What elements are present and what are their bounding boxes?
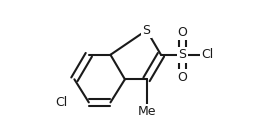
Text: O: O	[178, 26, 188, 39]
Text: Me: Me	[137, 105, 156, 118]
Text: Cl: Cl	[55, 96, 67, 109]
Text: S: S	[143, 24, 151, 37]
Text: Cl: Cl	[201, 48, 214, 61]
Text: S: S	[179, 48, 187, 61]
Text: O: O	[178, 71, 188, 84]
